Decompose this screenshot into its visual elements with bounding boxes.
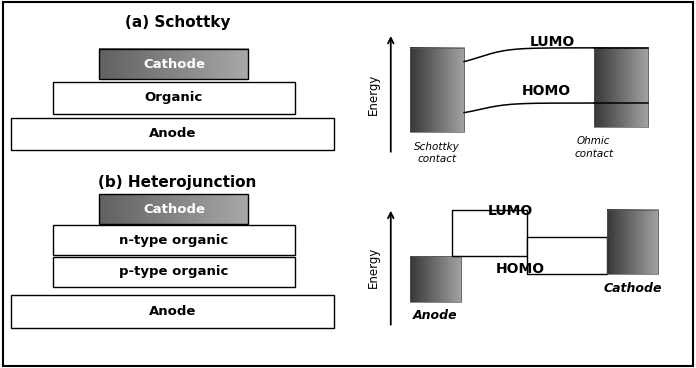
Text: Ohmic
contact: Ohmic contact xyxy=(574,136,613,159)
Text: LUMO: LUMO xyxy=(487,204,532,218)
Text: Energy: Energy xyxy=(367,73,380,114)
Bar xyxy=(10,118,333,150)
Bar xyxy=(527,237,608,274)
Bar xyxy=(409,48,464,132)
Bar xyxy=(53,257,294,287)
Text: p-type organic: p-type organic xyxy=(119,265,228,279)
Bar xyxy=(100,49,248,79)
Text: (b) Heterojunction: (b) Heterojunction xyxy=(98,175,257,190)
Text: Energy: Energy xyxy=(367,247,380,288)
Bar xyxy=(452,210,527,256)
Bar xyxy=(409,256,461,302)
Text: LUMO: LUMO xyxy=(530,35,576,49)
Text: HOMO: HOMO xyxy=(521,84,571,98)
Text: Organic: Organic xyxy=(145,91,203,105)
Bar xyxy=(10,295,333,328)
Text: (a) Schottky: (a) Schottky xyxy=(125,15,230,30)
Bar xyxy=(100,194,248,224)
Text: Cathode: Cathode xyxy=(603,282,662,294)
Text: n-type organic: n-type organic xyxy=(119,234,228,247)
Text: Anode: Anode xyxy=(148,127,196,141)
Bar xyxy=(53,225,294,255)
Text: Anode: Anode xyxy=(148,305,196,318)
Bar xyxy=(594,48,648,127)
Text: Schottky
contact: Schottky contact xyxy=(414,142,459,164)
Text: Cathode: Cathode xyxy=(143,202,205,216)
Bar xyxy=(53,82,294,114)
Bar xyxy=(608,210,658,274)
Text: Anode: Anode xyxy=(413,309,457,322)
Text: HOMO: HOMO xyxy=(496,262,545,276)
Text: Cathode: Cathode xyxy=(143,57,205,71)
